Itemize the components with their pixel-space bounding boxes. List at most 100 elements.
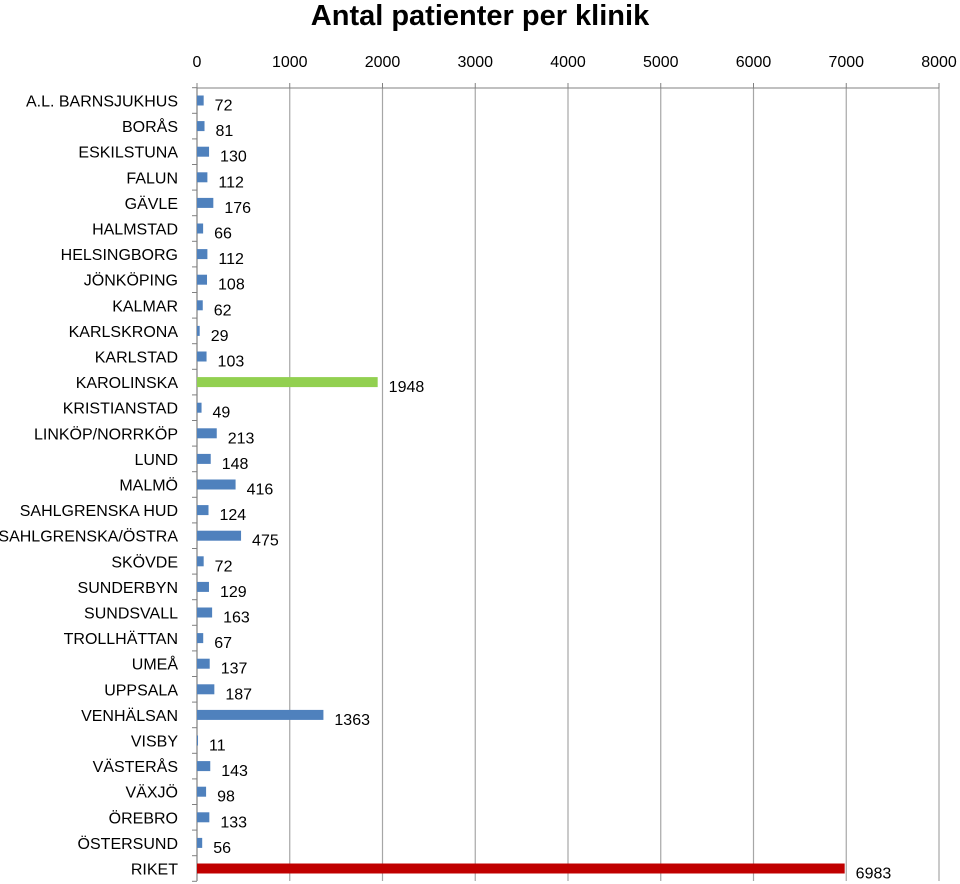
data-label: 1363 [334,712,370,729]
data-label: 112 [218,251,244,268]
bar [197,709,324,720]
x-axis-tick-label: 0 [193,54,202,71]
data-label: 98 [217,789,235,806]
category-label: SUNDERBYN [78,580,178,597]
category-label: SAHLGRENSKA HUD [20,503,178,520]
bar [197,377,378,388]
data-label: 29 [211,328,229,345]
x-axis-tick-label: 6000 [736,54,772,71]
x-axis-tick-label: 4000 [550,54,586,71]
data-label: 72 [215,98,233,115]
chart-title: Antal patienter per klinik [310,0,650,32]
bar [197,479,236,490]
category-label: VENHÄLSAN [81,707,178,725]
bar [197,428,217,439]
data-label: 176 [224,200,251,217]
data-label: 108 [218,277,245,294]
category-label: VÄSTERÅS [93,757,178,776]
bar [197,863,845,874]
category-label: HALMSTAD [92,222,178,239]
data-label: 416 [247,482,274,499]
data-label: 129 [220,584,247,601]
data-label: 11 [209,738,226,755]
bar [197,658,210,669]
category-label: ÖREBRO [109,809,178,827]
data-label: 143 [221,763,248,780]
bar [197,172,208,183]
category-label: KARLSTAD [95,350,178,367]
bar [197,607,213,618]
bar [197,95,204,106]
bar [197,325,200,336]
bar [197,300,203,311]
data-label: 163 [223,610,250,627]
data-label: 49 [213,405,231,422]
data-label: 66 [214,226,232,243]
data-label: 67 [214,635,232,652]
category-label: UPPSALA [104,682,178,699]
category-label: SAHLGRENSKA/ÖSTRA [0,528,178,546]
data-label: 148 [222,456,249,473]
data-label: 130 [220,149,247,166]
bar [197,786,207,797]
category-label: A.L. BARNSJUKHUS [26,94,178,111]
bar [197,249,208,260]
bar [197,735,199,746]
bar [197,837,203,848]
category-label: HELSINGBORG [61,247,178,264]
data-label: 133 [220,814,247,831]
category-label: GÄVLE [125,195,178,213]
x-axis-tick-label: 3000 [457,54,493,71]
bar [197,530,242,541]
bar [197,812,210,823]
bar [197,274,208,285]
category-label: VISBY [131,734,178,751]
bar [197,121,205,132]
category-label: RIKET [131,862,178,879]
category-label: ESKILSTUNA [78,145,178,162]
bar [197,761,211,772]
category-label: KALMAR [112,298,178,315]
category-label: SKÖVDE [111,553,178,571]
bar [197,556,204,567]
data-label: 81 [216,123,234,140]
category-label: JÖNKÖPING [84,272,178,290]
data-label: 124 [220,507,247,524]
data-label: 72 [215,558,233,575]
x-axis-tick-label: 7000 [828,54,864,71]
category-label: FALUN [126,170,178,187]
bar [197,146,210,157]
x-axis-tick-label: 8000 [921,54,957,71]
data-label: 213 [228,430,255,447]
bar [197,223,204,234]
data-label: 137 [221,661,248,678]
bar [197,633,204,644]
bar [197,684,215,695]
bar [197,402,202,413]
category-label: KRISTIANSTAD [63,401,178,418]
category-label: LINKÖP/NORRKÖP [34,425,178,443]
bar [197,505,209,516]
category-label: MALMÖ [119,477,178,495]
category-label: BORÅS [122,117,178,136]
data-label: 103 [218,354,245,371]
category-label: LUND [134,452,178,469]
category-label: VÄXJÖ [126,784,178,802]
bar [197,581,209,592]
x-axis-tick-label: 1000 [272,54,308,71]
data-label: 56 [213,840,231,857]
data-label: 475 [252,533,279,550]
bar [197,351,207,362]
x-axis-tick-label: 5000 [643,54,679,71]
category-label: UMEÅ [132,655,179,674]
category-label: TROLLHÄTTAN [64,630,178,648]
data-label: 62 [214,302,232,319]
data-label: 1948 [389,379,425,396]
category-label: KAROLINSKA [76,375,179,392]
bar [197,453,211,464]
data-label: 112 [218,174,244,191]
category-label: SUNDSVALL [84,606,178,623]
category-label: ÖSTERSUND [78,835,178,853]
bar [197,197,214,208]
